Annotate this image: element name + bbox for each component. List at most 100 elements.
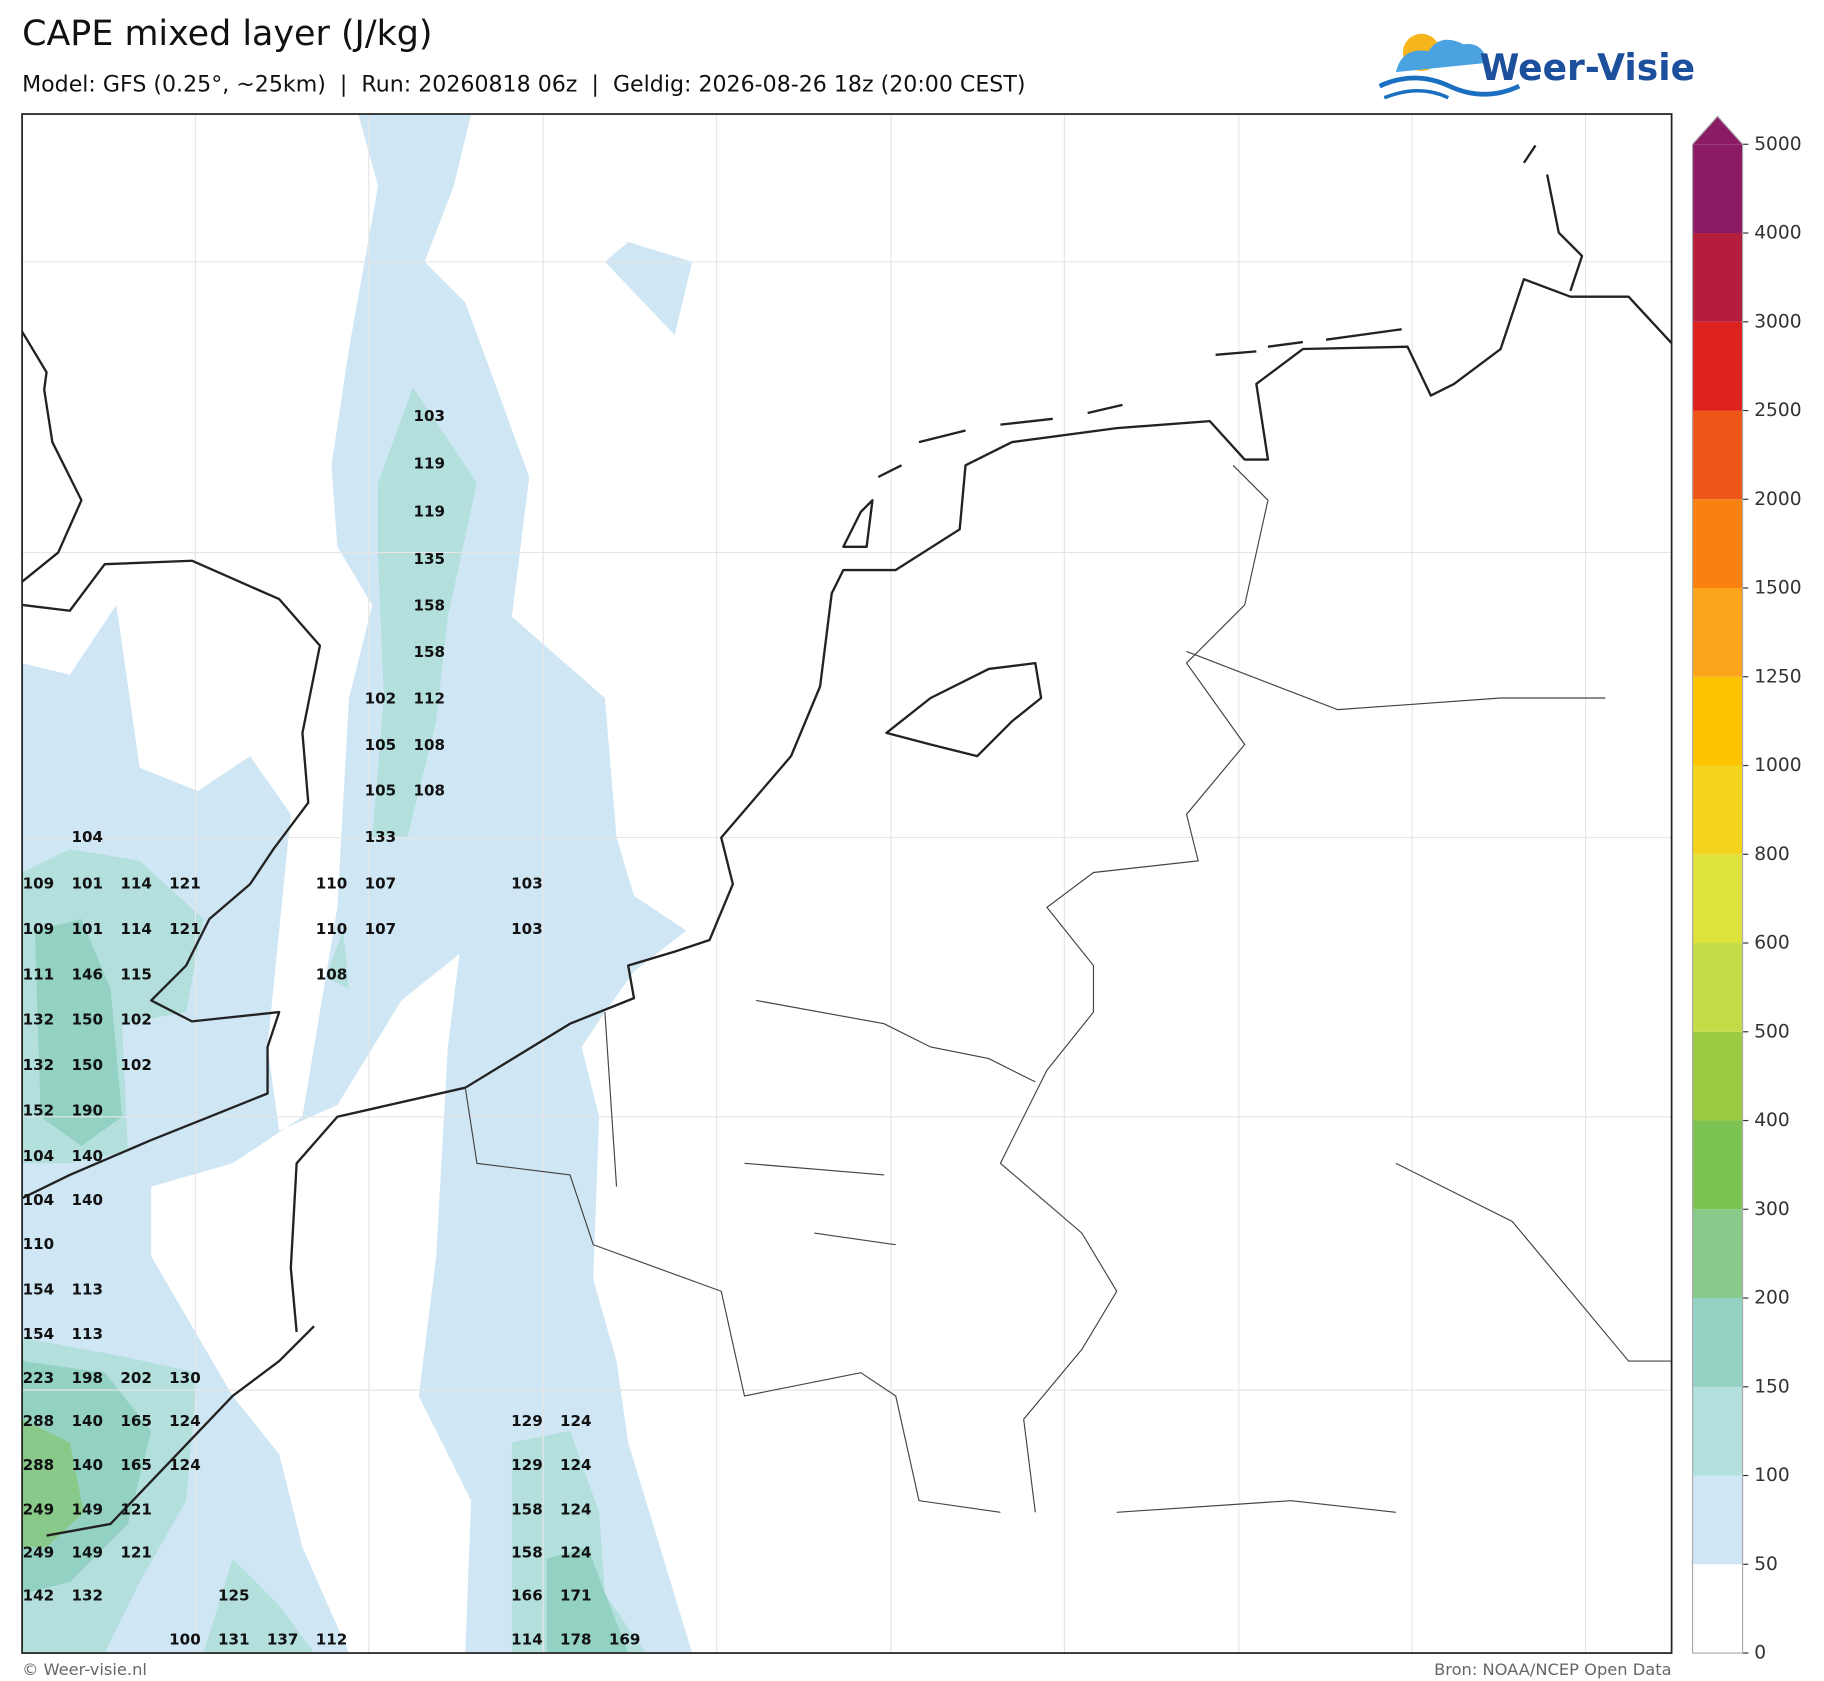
logo-text: Weer-Visie xyxy=(1480,47,1695,89)
colorbar-label: 400 xyxy=(1754,1110,1790,1131)
grid-labels: 103 119 119 135 158 158 102 112 105 108 105 108 104 1… xyxy=(23,407,641,1649)
grid-label: 114 xyxy=(120,875,152,893)
coastlines xyxy=(22,144,1672,1537)
colorbar-band xyxy=(1692,1475,1743,1565)
grid-label: 104 xyxy=(23,1147,55,1165)
grid-label: 119 xyxy=(413,502,445,520)
grid-label: 104 xyxy=(23,1191,55,1209)
grid-label: 109 xyxy=(23,920,55,938)
grid-label: 132 xyxy=(71,1587,103,1605)
grid-label: 158 xyxy=(511,1500,543,1518)
colorbar-label: 2000 xyxy=(1754,489,1801,510)
colorbar-label: 1500 xyxy=(1754,578,1801,599)
colorbar-label: 100 xyxy=(1754,1465,1790,1486)
grid-label: 103 xyxy=(413,407,445,425)
grid-label: 102 xyxy=(365,690,397,708)
grid-label: 125 xyxy=(218,1587,250,1605)
grid-label: 152 xyxy=(23,1101,55,1119)
grid-label: 101 xyxy=(71,875,103,893)
colorbar-band xyxy=(1692,144,1743,234)
colorbar-band xyxy=(1692,1031,1743,1121)
colorbar-label: 300 xyxy=(1754,1199,1790,1220)
colorbar-label: 5000 xyxy=(1754,134,1801,155)
colorbar-band xyxy=(1692,1209,1743,1299)
colorbar-label: 600 xyxy=(1754,933,1790,954)
grid-label: 100 xyxy=(169,1631,201,1649)
grid-label: 178 xyxy=(560,1631,592,1649)
grid-label: 137 xyxy=(267,1631,299,1649)
grid-label: 150 xyxy=(71,1056,103,1074)
colorbar-band xyxy=(1692,588,1743,677)
colorbar-band xyxy=(1692,233,1743,322)
grid-label: 121 xyxy=(169,875,201,893)
colorbar-band xyxy=(1692,410,1743,500)
grid-label: 108 xyxy=(413,736,445,754)
colorbar-label: 1250 xyxy=(1754,666,1801,687)
grid-label: 109 xyxy=(23,875,55,893)
grid-label: 223 xyxy=(23,1369,55,1387)
logo: Weer-Visie xyxy=(1378,33,1695,100)
grid-label: 113 xyxy=(71,1281,103,1299)
colorbar-label: 50 xyxy=(1754,1554,1778,1575)
footer-right: Bron: NOAA/NCEP Open Data xyxy=(1434,1660,1672,1679)
colorbar-band xyxy=(1692,1298,1743,1387)
grid-label: 114 xyxy=(511,1631,543,1649)
grid-label: 124 xyxy=(169,1456,201,1474)
grid-label: 146 xyxy=(71,965,103,983)
grid-label: 140 xyxy=(71,1147,103,1165)
grid-label: 107 xyxy=(365,875,397,893)
grid-label: 249 xyxy=(23,1500,55,1518)
grid-label: 121 xyxy=(120,1544,152,1562)
grid-label: 121 xyxy=(169,920,201,938)
grid-label: 101 xyxy=(71,920,103,938)
grid-label: 124 xyxy=(169,1412,201,1430)
grid-label: 150 xyxy=(71,1011,103,1029)
colorbar-band xyxy=(1692,943,1743,1032)
footer-left: © Weer-visie.nl xyxy=(22,1660,147,1679)
colorbar-label: 500 xyxy=(1754,1021,1790,1042)
colorbar-band xyxy=(1692,499,1743,589)
colorbar-label: 3000 xyxy=(1754,311,1801,332)
colorbar-label: 0 xyxy=(1754,1643,1766,1664)
grid-label: 133 xyxy=(365,828,397,846)
grid-label: 107 xyxy=(365,920,397,938)
subtitle: Model: GFS (0.25°, ~25km) | Run: 2026081… xyxy=(22,71,1025,97)
grid-label: 158 xyxy=(413,643,445,661)
grid-label: 131 xyxy=(218,1631,250,1649)
grid-label: 111 xyxy=(23,965,55,983)
grid-label: 105 xyxy=(365,736,397,754)
grid-label: 149 xyxy=(71,1500,103,1518)
grid-label: 112 xyxy=(413,690,445,708)
grid-label: 288 xyxy=(23,1456,55,1474)
grid-label: 124 xyxy=(560,1544,592,1562)
grid-label: 165 xyxy=(120,1456,152,1474)
grid-label: 124 xyxy=(560,1500,592,1518)
grid-label: 154 xyxy=(23,1281,55,1299)
colorbar-band xyxy=(1692,676,1743,766)
grid-label: 130 xyxy=(169,1369,201,1387)
grid-label: 113 xyxy=(71,1325,103,1343)
grid-label: 288 xyxy=(23,1412,55,1430)
grid-label: 110 xyxy=(316,875,348,893)
grid-label: 103 xyxy=(511,875,543,893)
grid-label: 135 xyxy=(413,550,445,568)
grid-label: 140 xyxy=(71,1456,103,1474)
colorbar-label: 200 xyxy=(1754,1288,1790,1309)
map: 103 119 119 135 158 158 102 112 105 108 105 108 104 1… xyxy=(21,113,1673,1654)
colorbar: 0 50 100 150 200 300 400 500 600 800 1000 1250 1500 2… xyxy=(1691,115,1802,1664)
grid-label: 132 xyxy=(23,1056,55,1074)
grid-label: 249 xyxy=(23,1544,55,1562)
grid-label: 110 xyxy=(316,920,348,938)
grid-label: 112 xyxy=(316,1631,348,1649)
map-grid xyxy=(22,114,1672,1654)
colorbar-label: 2500 xyxy=(1754,400,1801,421)
grid-label: 169 xyxy=(609,1631,641,1649)
grid-label: 140 xyxy=(71,1412,103,1430)
grid-label: 158 xyxy=(511,1544,543,1562)
grid-label: 114 xyxy=(120,920,152,938)
grid-label: 140 xyxy=(71,1191,103,1209)
grid-label: 108 xyxy=(413,782,445,800)
colorbar-label: 4000 xyxy=(1754,223,1801,244)
grid-label: 198 xyxy=(71,1369,103,1387)
